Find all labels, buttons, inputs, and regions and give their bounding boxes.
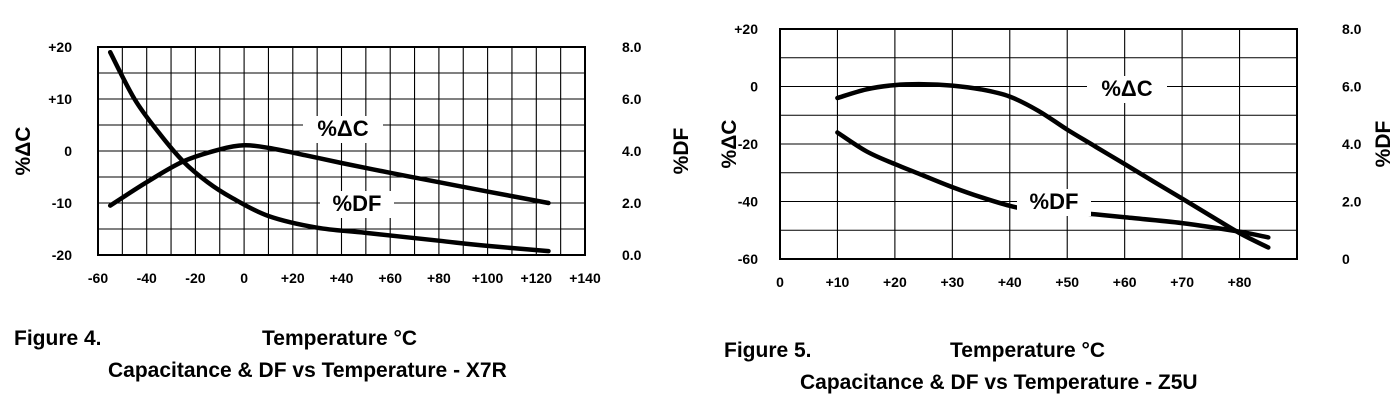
x-tick-label: -40 [137, 270, 157, 286]
x-tick-label: +80 [1228, 274, 1252, 290]
x-tick-label: 0 [776, 274, 784, 290]
curve-label-bg [1017, 189, 1091, 216]
chart-title: Capacitance & DF vs Temperature - Z5U [800, 371, 1198, 394]
capacitance-change-curve [835, 81, 1271, 250]
x-tick-label: +10 [826, 274, 850, 290]
y-left-tick-label: 0 [750, 79, 758, 95]
plot-frame [779, 28, 1298, 260]
figure-label: Figure 5. [724, 339, 812, 362]
curve-label-bg [303, 116, 383, 143]
y-right-tick-label: 8.0 [1342, 21, 1362, 37]
plot-frame [97, 46, 586, 256]
x-axis-title: Temperature °C [950, 339, 1105, 362]
x-tick-label: +40 [998, 274, 1022, 290]
chart-title: Capacitance & DF vs Temperature - X7R [108, 359, 507, 382]
x-tick-label: +120 [521, 270, 553, 286]
y-right-tick-label: 6.0 [1342, 79, 1362, 95]
y-left-tick-label: -20 [738, 136, 758, 152]
dissipation-factor-curve [835, 130, 1271, 240]
y-right-tick-label: 2.0 [622, 195, 642, 211]
x-tick-label: +100 [472, 270, 504, 286]
y-left-axis-title: %ΔC [718, 120, 741, 169]
y-left-axis-title: %ΔC [12, 127, 35, 176]
y-left-tick-label: -60 [738, 251, 758, 267]
y-right-tick-label: 4.0 [622, 143, 642, 159]
y-right-tick-label: 4.0 [1342, 136, 1362, 152]
y-left-tick-label: -20 [52, 247, 72, 263]
y-left-tick-label: +10 [48, 91, 72, 107]
dissipation-factor-curve [107, 49, 551, 254]
df-curve-label: %DF [1030, 189, 1079, 214]
y-left-tick-label: -40 [738, 194, 758, 210]
y-right-axis-title: %DF [670, 127, 693, 174]
x-tick-label: +60 [378, 270, 402, 286]
x-tick-label: +20 [281, 270, 305, 286]
df-curve-label: %DF [333, 191, 382, 216]
x-tick-label: -20 [185, 270, 205, 286]
y-left-tick-label: -10 [52, 195, 72, 211]
x-tick-label: 0 [240, 270, 248, 286]
capacitance-curve-label: %ΔC [1101, 76, 1152, 101]
x-tick-label: +50 [1055, 274, 1079, 290]
capacitance-change-curve [107, 143, 551, 208]
x-axis-title: Temperature °C [262, 327, 417, 350]
x-tick-label: +40 [330, 270, 354, 286]
curve-label-bg [320, 191, 394, 218]
capacitance-curve-label: %ΔC [317, 116, 368, 141]
y-right-axis-title: %DF [1372, 120, 1395, 167]
figure-label: Figure 4. [14, 327, 102, 350]
x-tick-label: +80 [427, 270, 451, 286]
x-tick-label: +20 [883, 274, 907, 290]
gridlines [780, 29, 1297, 259]
y-right-tick-label: 0 [1342, 251, 1350, 267]
curve-label-bg [1087, 76, 1167, 103]
chart-4: -60 -40 -20 0 +20 +40 +60 +80 +100 +120 +140+20+10… [12, 39, 693, 382]
x-tick-label: +70 [1170, 274, 1194, 290]
x-tick-label: +140 [569, 270, 601, 286]
x-tick-label: +60 [1113, 274, 1137, 290]
y-right-tick-label: 6.0 [622, 91, 642, 107]
y-left-tick-label: +20 [734, 21, 758, 37]
y-right-tick-label: 8.0 [622, 39, 642, 55]
y-right-tick-label: 0.0 [622, 247, 642, 263]
x-tick-label: +30 [940, 274, 964, 290]
y-right-tick-label: 2.0 [1342, 194, 1362, 210]
y-left-tick-label: 0 [64, 143, 72, 159]
chart-5: 0 +10 +20 +30 +40 +50 +60 +70 +80 +20 0 -20 -40 -60 8.… [718, 21, 1395, 394]
x-tick-label: -60 [88, 270, 108, 286]
y-left-tick-label: +20 [48, 39, 72, 55]
